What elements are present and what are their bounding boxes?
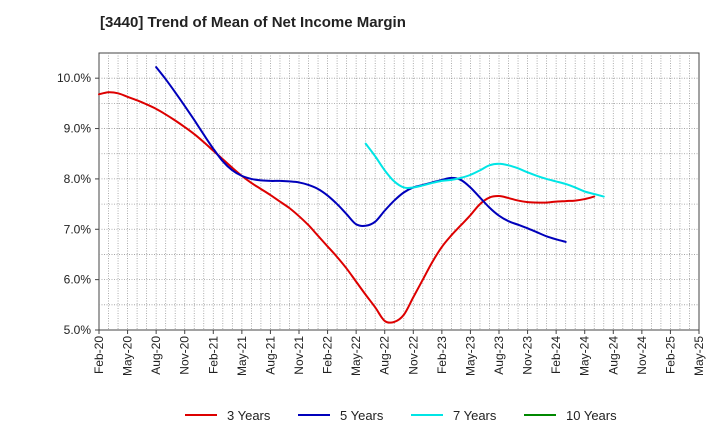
x-tick-label: Feb-23 [435, 336, 449, 374]
y-tick-label: 10.0% [57, 71, 91, 85]
x-tick-label: May-22 [349, 336, 363, 376]
series-line-7-years [364, 142, 605, 198]
x-tick-label: Nov-23 [521, 336, 535, 375]
legend-swatch [411, 414, 443, 416]
legend-label: 5 Years [340, 407, 384, 423]
x-tick-label: Aug-23 [492, 336, 506, 375]
x-tick-label: May-20 [121, 336, 135, 376]
x-tick-label: May-23 [463, 336, 477, 376]
legend-swatch [298, 414, 330, 416]
x-tick-label: Feb-24 [549, 336, 563, 374]
x-tick-label: May-21 [235, 336, 249, 376]
x-tick-label: Aug-20 [149, 336, 163, 375]
legend-label: 10 Years [566, 407, 617, 423]
legend-item-3-years: 3 Years [185, 404, 270, 426]
x-tick-label: May-25 [692, 336, 706, 376]
legend-item-10-years: 10 Years [524, 404, 617, 426]
x-tick-label: Nov-20 [178, 336, 192, 375]
x-tick-label: Feb-22 [321, 336, 335, 374]
y-tick-label: 9.0% [64, 122, 92, 136]
y-tick-label: 5.0% [64, 323, 92, 337]
legend-swatch [185, 414, 217, 416]
x-tick-label: Aug-22 [378, 336, 392, 375]
legend: 3 Years 5 Years 7 Years 10 Years [0, 404, 720, 426]
legend-item-7-years: 7 Years [411, 404, 496, 426]
x-tick-label: Nov-21 [292, 336, 306, 375]
y-tick-label: 7.0% [64, 222, 92, 236]
x-tick-label: Nov-24 [635, 336, 649, 375]
series-line-3-years [98, 91, 596, 324]
x-tick-label: Feb-20 [92, 336, 106, 374]
legend-label: 3 Years [227, 407, 271, 423]
x-tick-label: May-24 [578, 336, 592, 376]
x-tick-label: Aug-21 [263, 336, 277, 375]
legend-swatch [524, 414, 556, 416]
series-line-5-years [155, 66, 567, 243]
x-tick-label: Feb-21 [206, 336, 220, 374]
legend-label: 7 Years [453, 407, 497, 423]
x-tick-label: Nov-22 [406, 336, 420, 375]
y-tick-label: 8.0% [64, 172, 92, 186]
plot-area [98, 52, 700, 331]
chart-title: [3440] Trend of Mean of Net Income Margi… [100, 14, 406, 31]
legend-item-5-years: 5 Years [298, 404, 383, 426]
x-tick-label: Aug-24 [606, 336, 620, 375]
y-tick-label: 6.0% [64, 273, 92, 287]
x-tick-label: Feb-25 [663, 336, 677, 374]
